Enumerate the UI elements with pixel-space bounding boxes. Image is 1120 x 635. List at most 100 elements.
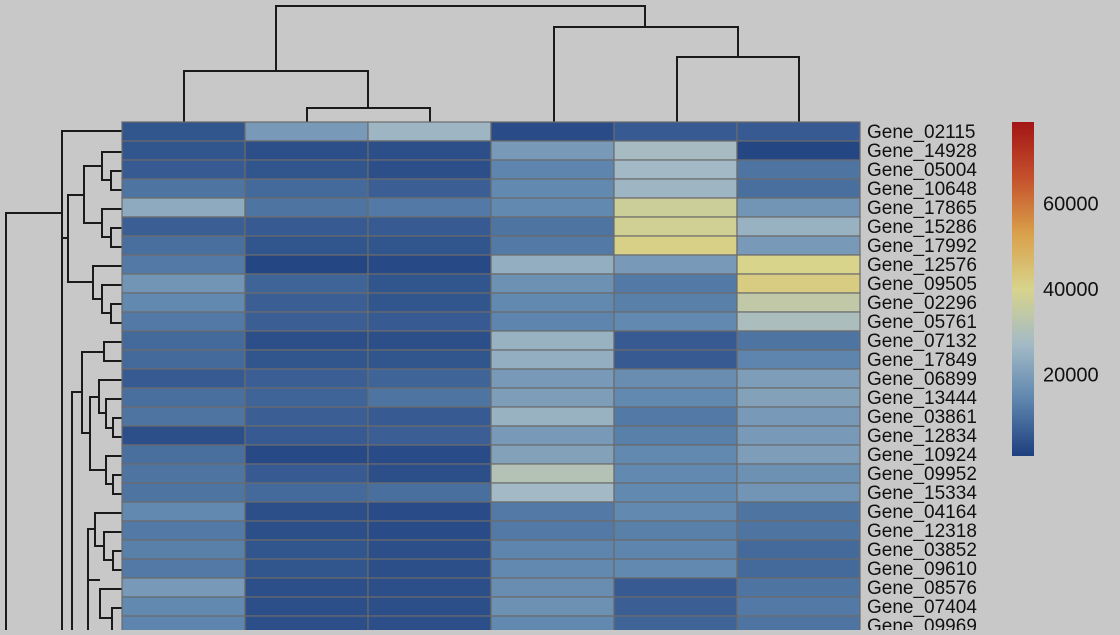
heatmap-cell (121, 577, 246, 598)
row-dendrogram-branch (92, 265, 122, 300)
row-label: Gene_06899 (867, 369, 977, 390)
colorbar: 20000 40000 60000 (1012, 122, 1099, 456)
row-label: Gene_05761 (867, 312, 977, 333)
row-label: Gene_07404 (867, 597, 977, 618)
heatmap-cell (736, 463, 861, 484)
heatmap-cell (736, 121, 861, 142)
row-label: Gene_12576 (867, 255, 977, 276)
row-label: Gene_02296 (867, 293, 977, 314)
heatmap-cell (736, 387, 861, 408)
heatmap-cell (490, 406, 615, 427)
heatmap-cell (367, 159, 492, 180)
heatmap-cell (736, 368, 861, 389)
heatmap-cell (121, 292, 246, 313)
heatmap-cell (613, 254, 738, 275)
heatmap-cell (613, 292, 738, 313)
row-label: Gene_03852 (867, 540, 977, 561)
heatmap-cell (736, 273, 861, 294)
heatmap-cell (736, 330, 861, 351)
heatmap-cell (613, 121, 738, 142)
heatmap-cell (121, 121, 246, 142)
heatmap-cell (736, 140, 861, 161)
heatmap-cell (367, 330, 492, 351)
heatmap-cell (244, 311, 369, 332)
heatmap-cell (490, 425, 615, 446)
heatmap-cell (367, 482, 492, 503)
row-dendrogram-branch (83, 165, 102, 224)
heatmap-cell (613, 615, 738, 635)
heatmap-cell (121, 216, 246, 237)
row-label: Gene_17849 (867, 350, 977, 371)
heatmap-cell (736, 482, 861, 503)
row-dendrogram-branch (61, 237, 68, 630)
row-dendrogram-branch (94, 512, 122, 547)
row-dendrogram-branch (112, 550, 122, 571)
column-dendrogram-branch (275, 5, 646, 71)
heatmap-cell (736, 292, 861, 313)
heatmap-cell (367, 197, 492, 218)
heatmap-cell (244, 254, 369, 275)
heatmap-cell (121, 235, 246, 256)
heatmap-cell (736, 216, 861, 237)
heatmap-cell (736, 615, 861, 635)
colorbar-tick-label: 40000 (1043, 279, 1099, 301)
row-label: Gene_13444 (867, 388, 977, 409)
heatmap-cell (736, 444, 861, 465)
heatmap-cell (613, 273, 738, 294)
heatmap-cell (490, 558, 615, 579)
heatmap-cell (367, 311, 492, 332)
heatmap-cells (121, 121, 861, 635)
heatmap-cell (490, 235, 615, 256)
row-label: Gene_10924 (867, 445, 977, 466)
heatmap-cell (121, 330, 246, 351)
heatmap-cell (244, 159, 369, 180)
row-label: Gene_14928 (867, 141, 977, 162)
heatmap-cell (367, 368, 492, 389)
heatmap-cell (613, 482, 738, 503)
heatmap-cell (367, 349, 492, 370)
heatmap-cell (244, 121, 369, 142)
column-dendrogram-branch (183, 70, 369, 122)
heatmap-cell (736, 558, 861, 579)
heatmap-cell (367, 501, 492, 522)
heatmap-cell (367, 577, 492, 598)
heatmap-cell (490, 387, 615, 408)
heatmap-cell (244, 501, 369, 522)
colorbar-tick-label: 20000 (1043, 365, 1099, 387)
row-label: Gene_15286 (867, 217, 977, 238)
heatmap-cell (244, 615, 369, 635)
heatmap-cell (613, 558, 738, 579)
row-label: Gene_10648 (867, 179, 977, 200)
heatmap-cell (736, 539, 861, 560)
heatmap-cell (490, 444, 615, 465)
heatmap-cell (244, 349, 369, 370)
heatmap-cell (244, 387, 369, 408)
row-label: Gene_03861 (867, 407, 977, 428)
row-label: Gene_17992 (867, 236, 977, 257)
heatmap-cell (736, 425, 861, 446)
heatmap-cell (367, 558, 492, 579)
heatmap-cell (613, 368, 738, 389)
heatmap-cell (244, 596, 369, 617)
row-dendrogram-branch (111, 607, 122, 630)
row-label: Gene_15334 (867, 483, 977, 504)
heatmap-cell (490, 368, 615, 389)
row-dendrogram-branch (87, 528, 95, 630)
heatmap-cell (244, 330, 369, 351)
row-label: Gene_12318 (867, 521, 977, 542)
heatmap-cell (121, 254, 246, 275)
heatmap-cell (367, 121, 492, 142)
heatmap-cell (736, 406, 861, 427)
row-label: Gene_07132 (867, 331, 977, 352)
heatmap-cell (490, 520, 615, 541)
column-dendrogram (183, 5, 800, 122)
column-dendrogram-branch (676, 56, 800, 122)
heatmap-cell (736, 520, 861, 541)
heatmap-cell (121, 349, 246, 370)
heatmap-cell (367, 444, 492, 465)
row-dendrogram-branch (103, 341, 122, 362)
heatmap-cell (367, 406, 492, 427)
heatmap-cell (244, 406, 369, 427)
heatmap-cell (490, 539, 615, 560)
